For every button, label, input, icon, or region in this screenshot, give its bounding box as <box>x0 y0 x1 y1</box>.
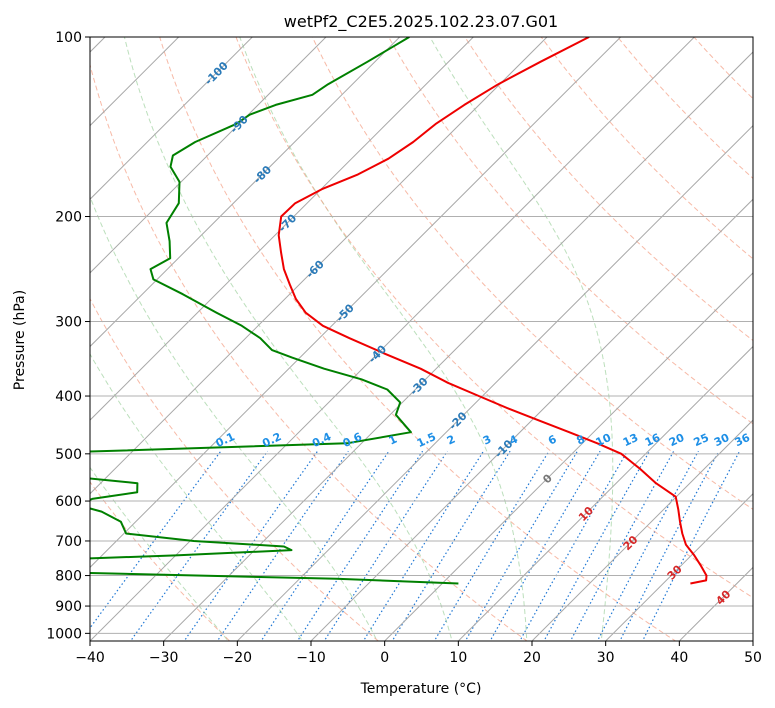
isobars <box>90 37 753 634</box>
isotherm-label: 0 <box>540 471 555 486</box>
x-tick-label: 30 <box>597 650 615 666</box>
mixing-ratio-label: 3 <box>481 433 493 448</box>
isotherm-line <box>90 37 180 127</box>
y-tick-label: 1000 <box>46 626 82 642</box>
dry-adiabat-line <box>90 62 528 641</box>
sounding-series <box>90 37 708 585</box>
moist-adiabat-line <box>90 195 378 641</box>
x-axis-label: Temperature (°C) <box>360 681 482 697</box>
y-axis-ticks: 100 200 300 400 500 600 700 800 900 1000 <box>46 30 90 642</box>
y-tick-label: 900 <box>55 599 82 615</box>
isotherm-line <box>752 640 753 641</box>
mixing-ratio-line <box>260 450 390 641</box>
mixing-ratio-line <box>619 450 720 641</box>
moist-adiabats <box>90 37 614 641</box>
moist-adiabat-line <box>90 466 229 641</box>
dry-adiabat-line <box>464 37 753 342</box>
dry-adiabat-line <box>388 37 753 425</box>
temperature-label: 40 <box>713 587 733 607</box>
isotherm-line <box>90 37 622 569</box>
isotherm-label: -30 <box>407 375 430 398</box>
y-tick-label: 300 <box>55 315 82 331</box>
isotherm-line <box>383 272 753 641</box>
x-tick-label: −20 <box>223 650 253 666</box>
chart-title: wetPf2_C2E5.2025.102.23.07.G01 <box>284 12 558 32</box>
moist-adiabat-line <box>123 37 453 641</box>
mixing-ratio-label: 36 <box>733 431 753 449</box>
isotherm-line <box>90 37 401 348</box>
mixing-ratio-label: 13 <box>621 431 640 449</box>
x-tick-label: 50 <box>744 650 762 666</box>
dry-adiabat-line <box>311 37 753 510</box>
isotherm-line <box>310 198 753 641</box>
mixing-ratio-label: 0.2 <box>260 430 283 450</box>
mixing-ratio-label: 30 <box>712 431 732 449</box>
mixing-ratio-line <box>216 450 349 641</box>
mixing-ratio-line <box>391 450 511 641</box>
moist-adiabat-line <box>429 37 614 641</box>
x-tick-label: 10 <box>449 650 467 666</box>
mixing-ratio-line <box>464 450 578 641</box>
y-tick-label: 100 <box>55 30 82 46</box>
x-axis-ticks: −40 −30 −20 −10 0 10 20 30 40 50 <box>75 641 762 666</box>
dry-adiabat-line <box>159 37 677 641</box>
mixing-ratio-line <box>183 450 318 641</box>
x-tick-label: −40 <box>75 650 105 666</box>
moist-adiabat-line <box>239 37 528 641</box>
mixing-ratio-line <box>362 450 485 641</box>
mixing-ratio-label: 25 <box>692 431 711 449</box>
mixing-ratio-label: 16 <box>643 431 663 449</box>
dry-adiabats <box>90 37 753 641</box>
mixing-ratio-line <box>569 450 675 641</box>
y-tick-label: 600 <box>55 494 82 510</box>
mixing-ratio-line <box>90 450 222 629</box>
isotherm-label: -80 <box>251 163 274 186</box>
isotherm-line <box>162 51 753 641</box>
isotherm-line <box>531 419 753 641</box>
mixing-ratio-line <box>323 450 448 641</box>
mixing-ratio-label: 1.5 <box>415 430 438 450</box>
mixing-ratio-label: 0.6 <box>341 430 364 450</box>
mixing-ratio-line <box>519 450 628 641</box>
mixing-ratio-lines <box>90 450 741 641</box>
y-tick-label: 800 <box>55 569 82 585</box>
mixing-ratio-label: 10 <box>594 431 614 449</box>
isotherm-line <box>236 124 753 641</box>
dry-adiabat-line <box>540 37 753 260</box>
dry-adiabat-line <box>90 481 231 641</box>
isotherm-line <box>90 37 475 421</box>
mixing-ratio-label: 6 <box>546 432 559 447</box>
x-tick-label: 40 <box>670 650 688 666</box>
mixing-ratio-label: 0.4 <box>310 430 333 450</box>
isotherm-line <box>90 37 254 200</box>
temperature-profile-line <box>277 37 708 585</box>
y-tick-label: 500 <box>55 447 82 463</box>
plot-frame <box>89 36 754 642</box>
x-tick-label: −30 <box>149 650 179 666</box>
x-tick-label: 0 <box>380 650 389 666</box>
isotherm-line <box>0 10 59 658</box>
dry-adiabat-line <box>90 297 380 641</box>
isotherm-line <box>457 345 753 641</box>
isotherm-line <box>604 493 753 641</box>
isotherm-line <box>90 37 696 641</box>
mixing-ratio-line <box>433 450 550 641</box>
x-tick-label: 20 <box>523 650 541 666</box>
dry-adiabat-line <box>693 37 753 100</box>
mixing-ratio-line <box>296 450 424 641</box>
y-tick-label: 700 <box>55 534 82 550</box>
background-lines: 0.1 0.2 0.4 0.6 1 1.5 2 3 4 6 8 10 13 16 20 25 30 36-100-… <box>0 10 753 658</box>
isotherms <box>0 10 753 658</box>
mixing-ratio-label: 20 <box>667 431 687 449</box>
y-axis-label: Pressure (hPa) <box>12 290 28 390</box>
mixing-ratio-line <box>596 450 699 641</box>
dewpoint-profile-line <box>90 37 459 585</box>
isotherm-line <box>90 37 548 495</box>
x-tick-label: −10 <box>296 650 326 666</box>
y-tick-label: 200 <box>55 210 82 226</box>
line-labels: 0.1 0.2 0.4 0.6 1 1.5 2 3 4 6 8 10 13 16 20 25 30 36-100-… <box>202 59 752 608</box>
mixing-ratio-label: 2 <box>445 433 457 448</box>
y-tick-label: 400 <box>55 389 82 405</box>
